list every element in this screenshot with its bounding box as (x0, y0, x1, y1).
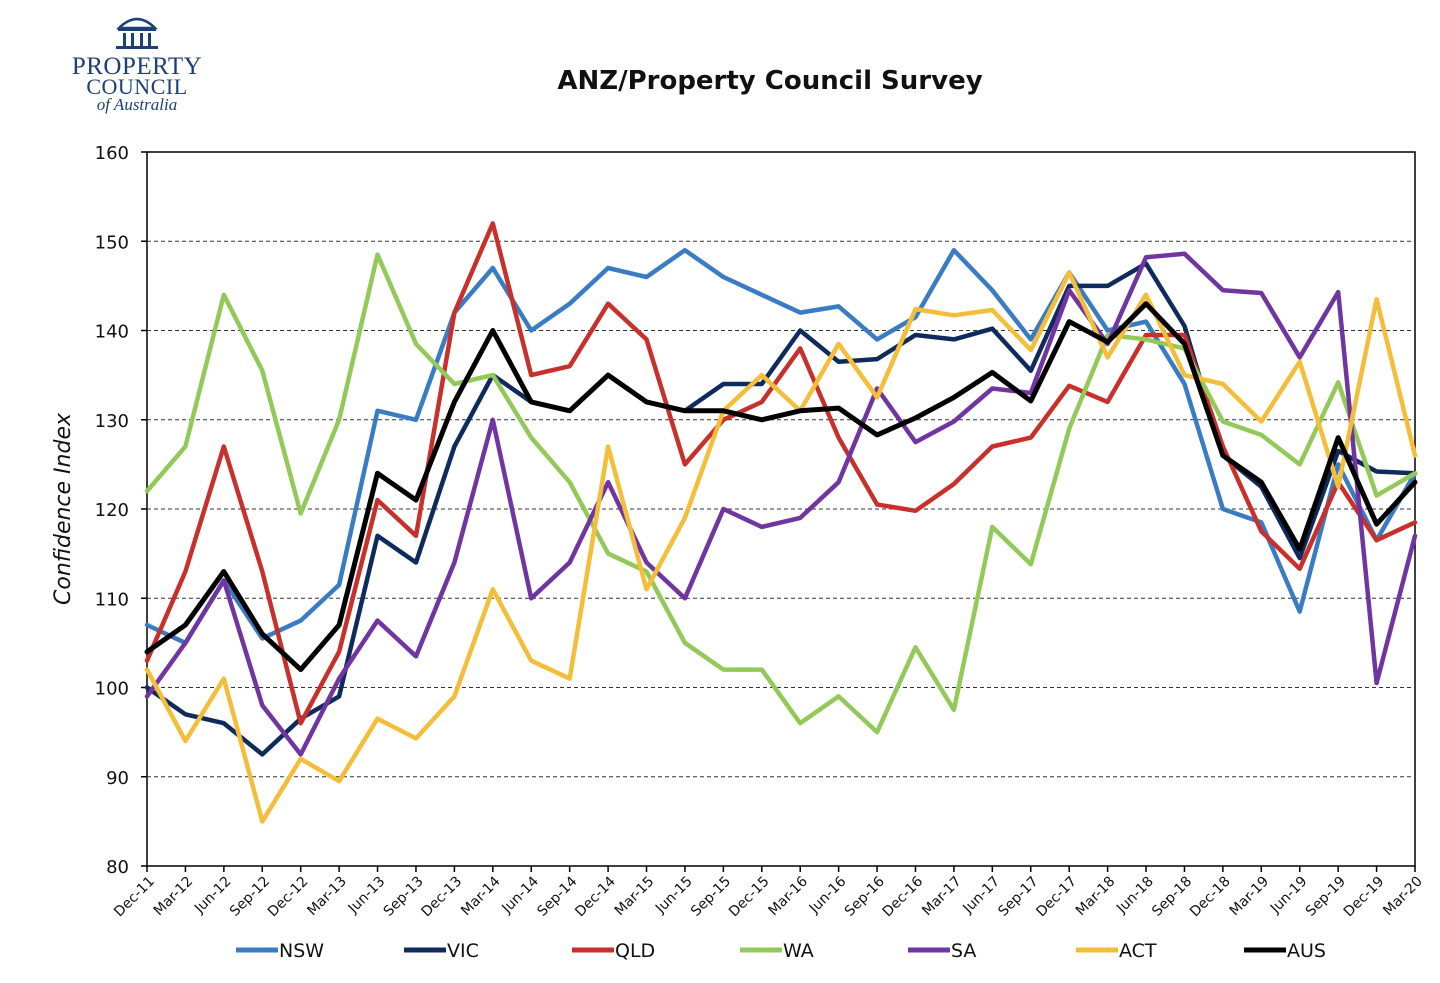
legend-label-aus: AUS (1287, 940, 1326, 962)
y-axis-label: Confidence Index (51, 412, 76, 605)
x-tick-label: Sep-19 (1303, 874, 1349, 920)
series-line-nsw (144, 247, 1418, 646)
series-line-aus (144, 301, 1418, 673)
legend-label-nsw: NSW (279, 940, 324, 962)
y-tick-label: 80 (106, 857, 129, 878)
y-tick-label: 130 (95, 411, 129, 432)
logo: PROPERTY COUNCIL of Australia (52, 6, 222, 116)
x-tick-label: Dec-14 (572, 873, 619, 920)
logo-line-1: PROPERTY (71, 53, 203, 80)
x-tick-label: Dec-12 (265, 874, 312, 921)
x-tick-label: Mar-19 (1227, 874, 1273, 920)
legend-label-qld: QLD (615, 940, 655, 962)
x-tick-label: Dec-17 (1033, 874, 1080, 921)
y-tick-label: 160 (95, 143, 129, 164)
y-tick-label: 90 (106, 768, 129, 789)
series-line-wa (144, 252, 1418, 735)
x-tick-label: Sep-14 (534, 873, 580, 919)
x-tick-label: Dec-15 (726, 874, 773, 921)
x-tick-label: Dec-13 (419, 874, 466, 921)
y-tick-label: 110 (95, 589, 129, 610)
series-line-act (144, 270, 1418, 824)
legend-label-sa: SA (951, 940, 976, 962)
x-tick-label: Sep-16 (842, 873, 888, 919)
series-line-qld (144, 221, 1418, 726)
x-tick-label: Dec-19 (1341, 874, 1388, 921)
legend-label-vic: VIC (447, 940, 479, 962)
x-tick-label: Mar-18 (1073, 874, 1119, 920)
x-tick-label: Sep-17 (995, 874, 1041, 920)
x-tick-label: Sep-13 (381, 874, 427, 920)
x-tick-label: Sep-18 (1149, 874, 1195, 920)
y-tick-label: 150 (95, 232, 129, 253)
y-tick-label: 140 (95, 322, 129, 343)
x-tick-label: Dec-16 (880, 873, 927, 920)
x-tick-label: Mar-16 (766, 873, 812, 919)
y-tick-label: 100 (95, 679, 129, 700)
x-tick-label: Mar-17 (919, 874, 965, 920)
x-tick-label: Mar-13 (304, 874, 350, 920)
logo-line-3: of Australia (96, 95, 178, 114)
x-tick-label: Mar-12 (151, 874, 197, 920)
x-tick-label: Sep-15 (688, 874, 734, 920)
x-tick-label: Mar-14 (458, 873, 504, 919)
y-tick-label: 120 (95, 500, 129, 521)
x-tick-label: Dec-18 (1187, 874, 1234, 921)
series-line-sa (144, 251, 1418, 757)
building-icon (115, 17, 159, 49)
x-tick-label: Mar-20 (1380, 874, 1426, 920)
chart-title: ANZ/Property Council Survey (557, 66, 983, 96)
x-tick-label: Dec-11 (111, 874, 158, 921)
x-tick-label: Mar-15 (612, 874, 658, 920)
legend-label-act: ACT (1119, 940, 1157, 962)
legend-label-wa: WA (783, 940, 814, 962)
x-tick-label: Sep-12 (227, 874, 273, 920)
logo-line-2: COUNCIL (86, 74, 188, 99)
